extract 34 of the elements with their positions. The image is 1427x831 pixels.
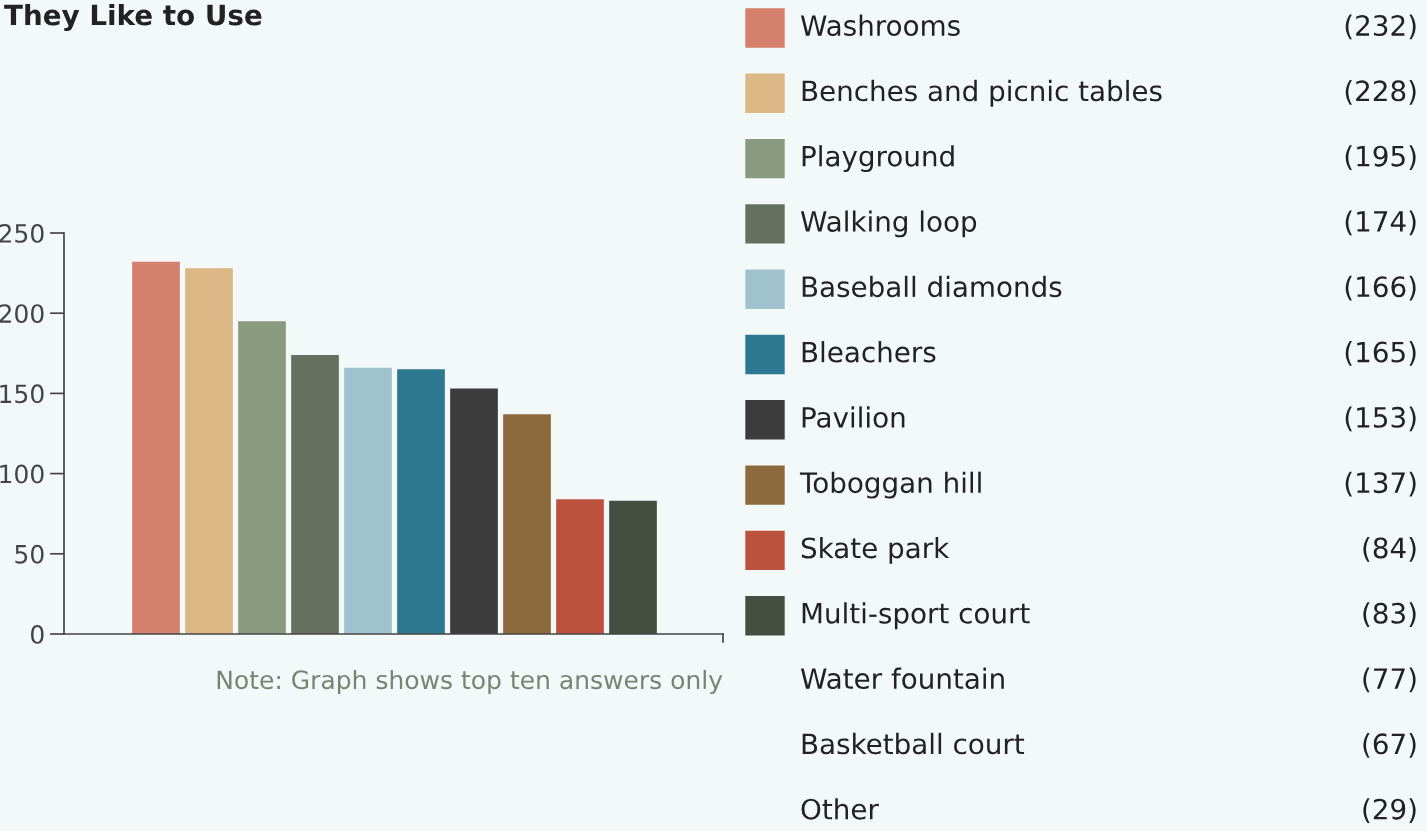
text: (83) xyxy=(1363,602,1416,628)
legend-label: Pavilion xyxy=(802,406,905,428)
legend-label: Washrooms xyxy=(800,14,960,37)
text: Water fountain xyxy=(800,667,1004,690)
legend-label: Toboggan hill xyxy=(799,471,981,499)
text: (166) xyxy=(1345,275,1416,301)
text: (174) xyxy=(1345,210,1416,236)
text: Note: Graph shows top ten answers only xyxy=(217,669,723,695)
legend-label: Benches and picnic tables xyxy=(802,79,1162,107)
y-tick-label: 150 xyxy=(0,384,44,404)
legend-label: Baseball diamonds xyxy=(802,275,1062,298)
text: (153) xyxy=(1345,406,1416,432)
text: (228) xyxy=(1345,79,1416,105)
legend-label: Walking loop xyxy=(800,210,977,238)
chart-title: They Like to Use xyxy=(4,4,262,32)
legend-label: Skate park xyxy=(801,536,950,564)
y-tick-label: 250 xyxy=(0,223,44,243)
y-tick-label: 200 xyxy=(0,304,44,324)
y-tick-label: 100 xyxy=(0,464,44,484)
text: (195) xyxy=(1345,145,1416,170)
text: (67) xyxy=(1363,732,1416,758)
text: (165) xyxy=(1345,341,1416,366)
legend-label: Playground xyxy=(802,145,954,173)
text: (137) xyxy=(1345,471,1416,497)
text: (29) xyxy=(1363,798,1416,823)
text: (84) xyxy=(1363,536,1416,562)
legend-label: Bleachers xyxy=(802,341,936,363)
text: (77) xyxy=(1363,667,1416,693)
legend-label: Multi-sport court xyxy=(802,602,1030,630)
y-tick-label: 50 xyxy=(15,544,44,564)
text: Other xyxy=(801,798,879,820)
y-tick-label: 0 xyxy=(30,624,44,644)
text: Basketball court xyxy=(802,732,1025,755)
text: (232) xyxy=(1345,14,1416,40)
